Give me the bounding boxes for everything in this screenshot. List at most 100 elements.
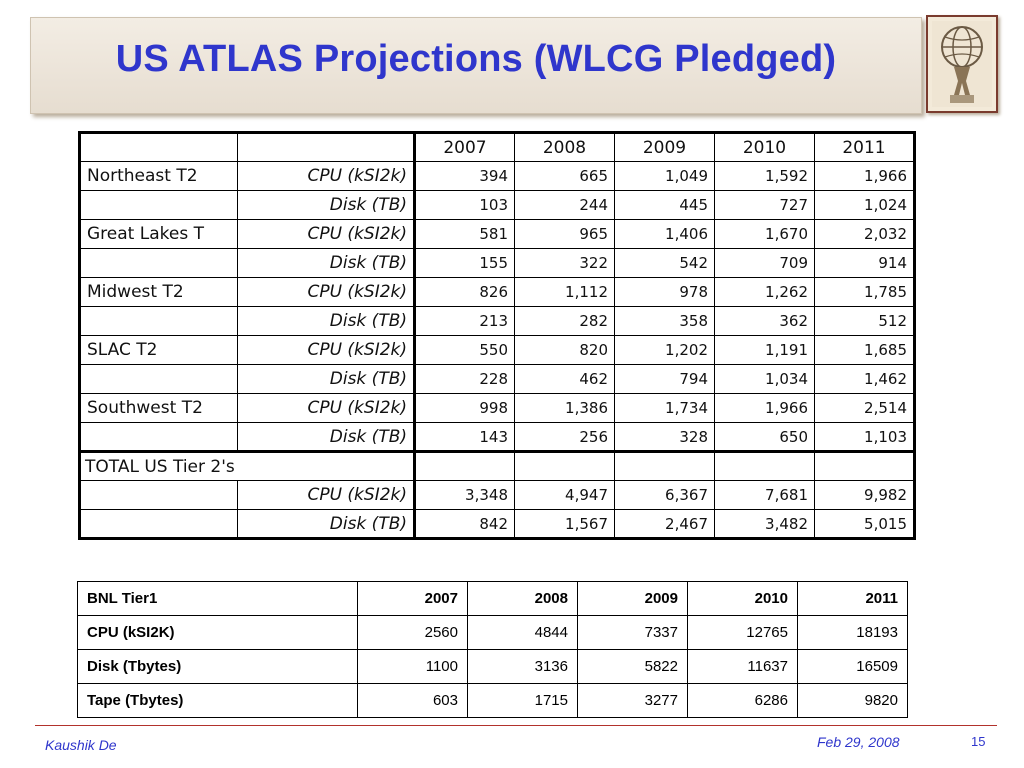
table-cell: 820 [514, 335, 615, 365]
bnl-header-row: BNL Tier1 2007 2008 2009 2010 2011 [77, 581, 908, 616]
table-cell: 1,462 [814, 364, 915, 394]
table-cell: 358 [614, 306, 715, 336]
total-label-row: TOTAL US Tier 2's [79, 451, 915, 481]
table-cell: 1,685 [814, 335, 915, 365]
year-header: 2011 [797, 581, 908, 616]
table-cell: 1,049 [614, 161, 715, 191]
table-cell: 1,734 [614, 393, 715, 423]
site-name: SLAC T2 [79, 335, 238, 365]
table-cell: 12765 [687, 615, 798, 650]
site-name: Midwest T2 [79, 277, 238, 307]
resource-type: Disk (TB) [237, 509, 416, 539]
table-cell: 256 [514, 422, 615, 452]
table-cell: 328 [614, 422, 715, 452]
table-cell: 362 [714, 306, 815, 336]
table-cell: 1,112 [514, 277, 615, 307]
page-number: 15 [971, 734, 986, 749]
site-name [79, 248, 238, 278]
table-cell: 1,034 [714, 364, 815, 394]
table-cell: 1,966 [814, 161, 915, 191]
table-cell: 1,966 [714, 393, 815, 423]
header-blank-type [237, 132, 416, 162]
bnl-table: BNL Tier1 2007 2008 2009 2010 2011 CPU (… [77, 581, 908, 718]
table-cell: 155 [414, 248, 515, 278]
site-name: Southwest T2 [79, 393, 238, 423]
table-row: Midwest T2 CPU (kSI2k) 826 1,112 978 1,2… [79, 277, 915, 307]
table-cell: 581 [414, 219, 515, 249]
table-cell: 6,367 [614, 480, 715, 510]
table-cell: 4,947 [514, 480, 615, 510]
site-name [79, 422, 238, 452]
resource-type: Disk (TB) [237, 248, 416, 278]
table-cell: 6286 [687, 683, 798, 718]
row-label: Tape (Tbytes) [77, 683, 358, 718]
footer-date: Feb 29, 2008 [817, 734, 900, 750]
table-cell: 9820 [797, 683, 908, 718]
table-cell: 1100 [357, 649, 468, 684]
header-blank-site [79, 132, 238, 162]
resource-type: Disk (TB) [237, 190, 416, 220]
table-cell: 1,386 [514, 393, 615, 423]
table-cell: 7337 [577, 615, 688, 650]
table-cell [514, 451, 615, 481]
table-cell: 1,670 [714, 219, 815, 249]
year-header: 2011 [814, 132, 915, 162]
table-cell: 3277 [577, 683, 688, 718]
year-header: 2009 [577, 581, 688, 616]
atlas-logo [926, 15, 998, 113]
table-cell: 998 [414, 393, 515, 423]
table-cell: 445 [614, 190, 715, 220]
resource-type: CPU (kSI2k) [237, 277, 416, 307]
table-cell: 1,592 [714, 161, 815, 191]
table-cell: 3,348 [414, 480, 515, 510]
resource-type: CPU (kSI2k) [237, 393, 416, 423]
table-cell: 3136 [467, 649, 578, 684]
site-name [79, 306, 238, 336]
table-cell: 3,482 [714, 509, 815, 539]
site-name [79, 364, 238, 394]
table-cell [614, 451, 715, 481]
page-title: US ATLAS Projections (WLCG Pledged) [115, 38, 837, 80]
table-row: Tape (Tbytes) 603 1715 3277 6286 9820 [77, 683, 908, 718]
year-header: 2008 [514, 132, 615, 162]
table-cell: 1,262 [714, 277, 815, 307]
year-header: 2007 [414, 132, 515, 162]
table-cell [814, 451, 915, 481]
table-cell: 213 [414, 306, 515, 336]
table-cell: 1715 [467, 683, 578, 718]
table-cell: 244 [514, 190, 615, 220]
table-cell: 665 [514, 161, 615, 191]
table-row: CPU (kSI2k) 3,348 4,947 6,367 7,681 9,98… [79, 480, 915, 510]
table-cell: 5822 [577, 649, 688, 684]
year-header: 2010 [714, 132, 815, 162]
table-cell: 462 [514, 364, 615, 394]
table-cell: 1,202 [614, 335, 715, 365]
resource-type: Disk (TB) [237, 422, 416, 452]
resource-type: CPU (kSI2k) [237, 219, 416, 249]
table-cell: 542 [614, 248, 715, 278]
table-cell: 1,785 [814, 277, 915, 307]
table-cell: 9,982 [814, 480, 915, 510]
table-cell [414, 451, 515, 481]
table-cell: 16509 [797, 649, 908, 684]
table-cell: 603 [357, 683, 468, 718]
table-cell: 228 [414, 364, 515, 394]
table-cell: 650 [714, 422, 815, 452]
table-cell: 727 [714, 190, 815, 220]
site-name: Northeast T2 [79, 161, 238, 191]
tier2-table: 2007 2008 2009 2010 2011 Northeast T2 CP… [78, 131, 916, 540]
table-cell: 5,015 [814, 509, 915, 539]
table-row: Disk (TB) 155 322 542 709 914 [79, 248, 915, 278]
table-cell: 1,406 [614, 219, 715, 249]
table-cell: 978 [614, 277, 715, 307]
site-name [79, 190, 238, 220]
table-cell: 2,032 [814, 219, 915, 249]
table-cell: 394 [414, 161, 515, 191]
table-cell: 1,567 [514, 509, 615, 539]
total-label: TOTAL US Tier 2's [79, 451, 416, 481]
resource-type: CPU (kSI2k) [237, 161, 416, 191]
table-cell: 914 [814, 248, 915, 278]
table-cell: 709 [714, 248, 815, 278]
table-cell: 4844 [467, 615, 578, 650]
bnl-header: BNL Tier1 [77, 581, 358, 616]
